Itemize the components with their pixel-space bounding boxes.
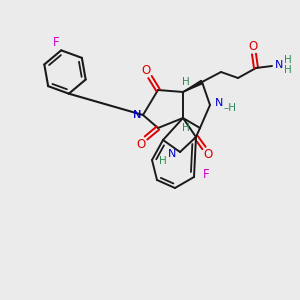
Text: F: F xyxy=(203,169,209,182)
Text: O: O xyxy=(203,148,213,160)
Polygon shape xyxy=(183,80,203,92)
Text: O: O xyxy=(136,139,146,152)
Text: F: F xyxy=(53,36,59,49)
Text: H: H xyxy=(182,77,190,87)
Text: H: H xyxy=(284,65,292,75)
Text: N: N xyxy=(133,110,141,120)
Text: H: H xyxy=(284,55,292,65)
Text: –H: –H xyxy=(224,103,236,113)
Text: N: N xyxy=(215,98,223,108)
Text: N: N xyxy=(133,110,141,120)
Text: O: O xyxy=(141,64,151,76)
Text: N: N xyxy=(275,60,283,70)
Text: N: N xyxy=(168,149,176,159)
Text: H: H xyxy=(159,156,167,166)
Text: O: O xyxy=(248,40,258,53)
Text: H: H xyxy=(182,123,190,133)
